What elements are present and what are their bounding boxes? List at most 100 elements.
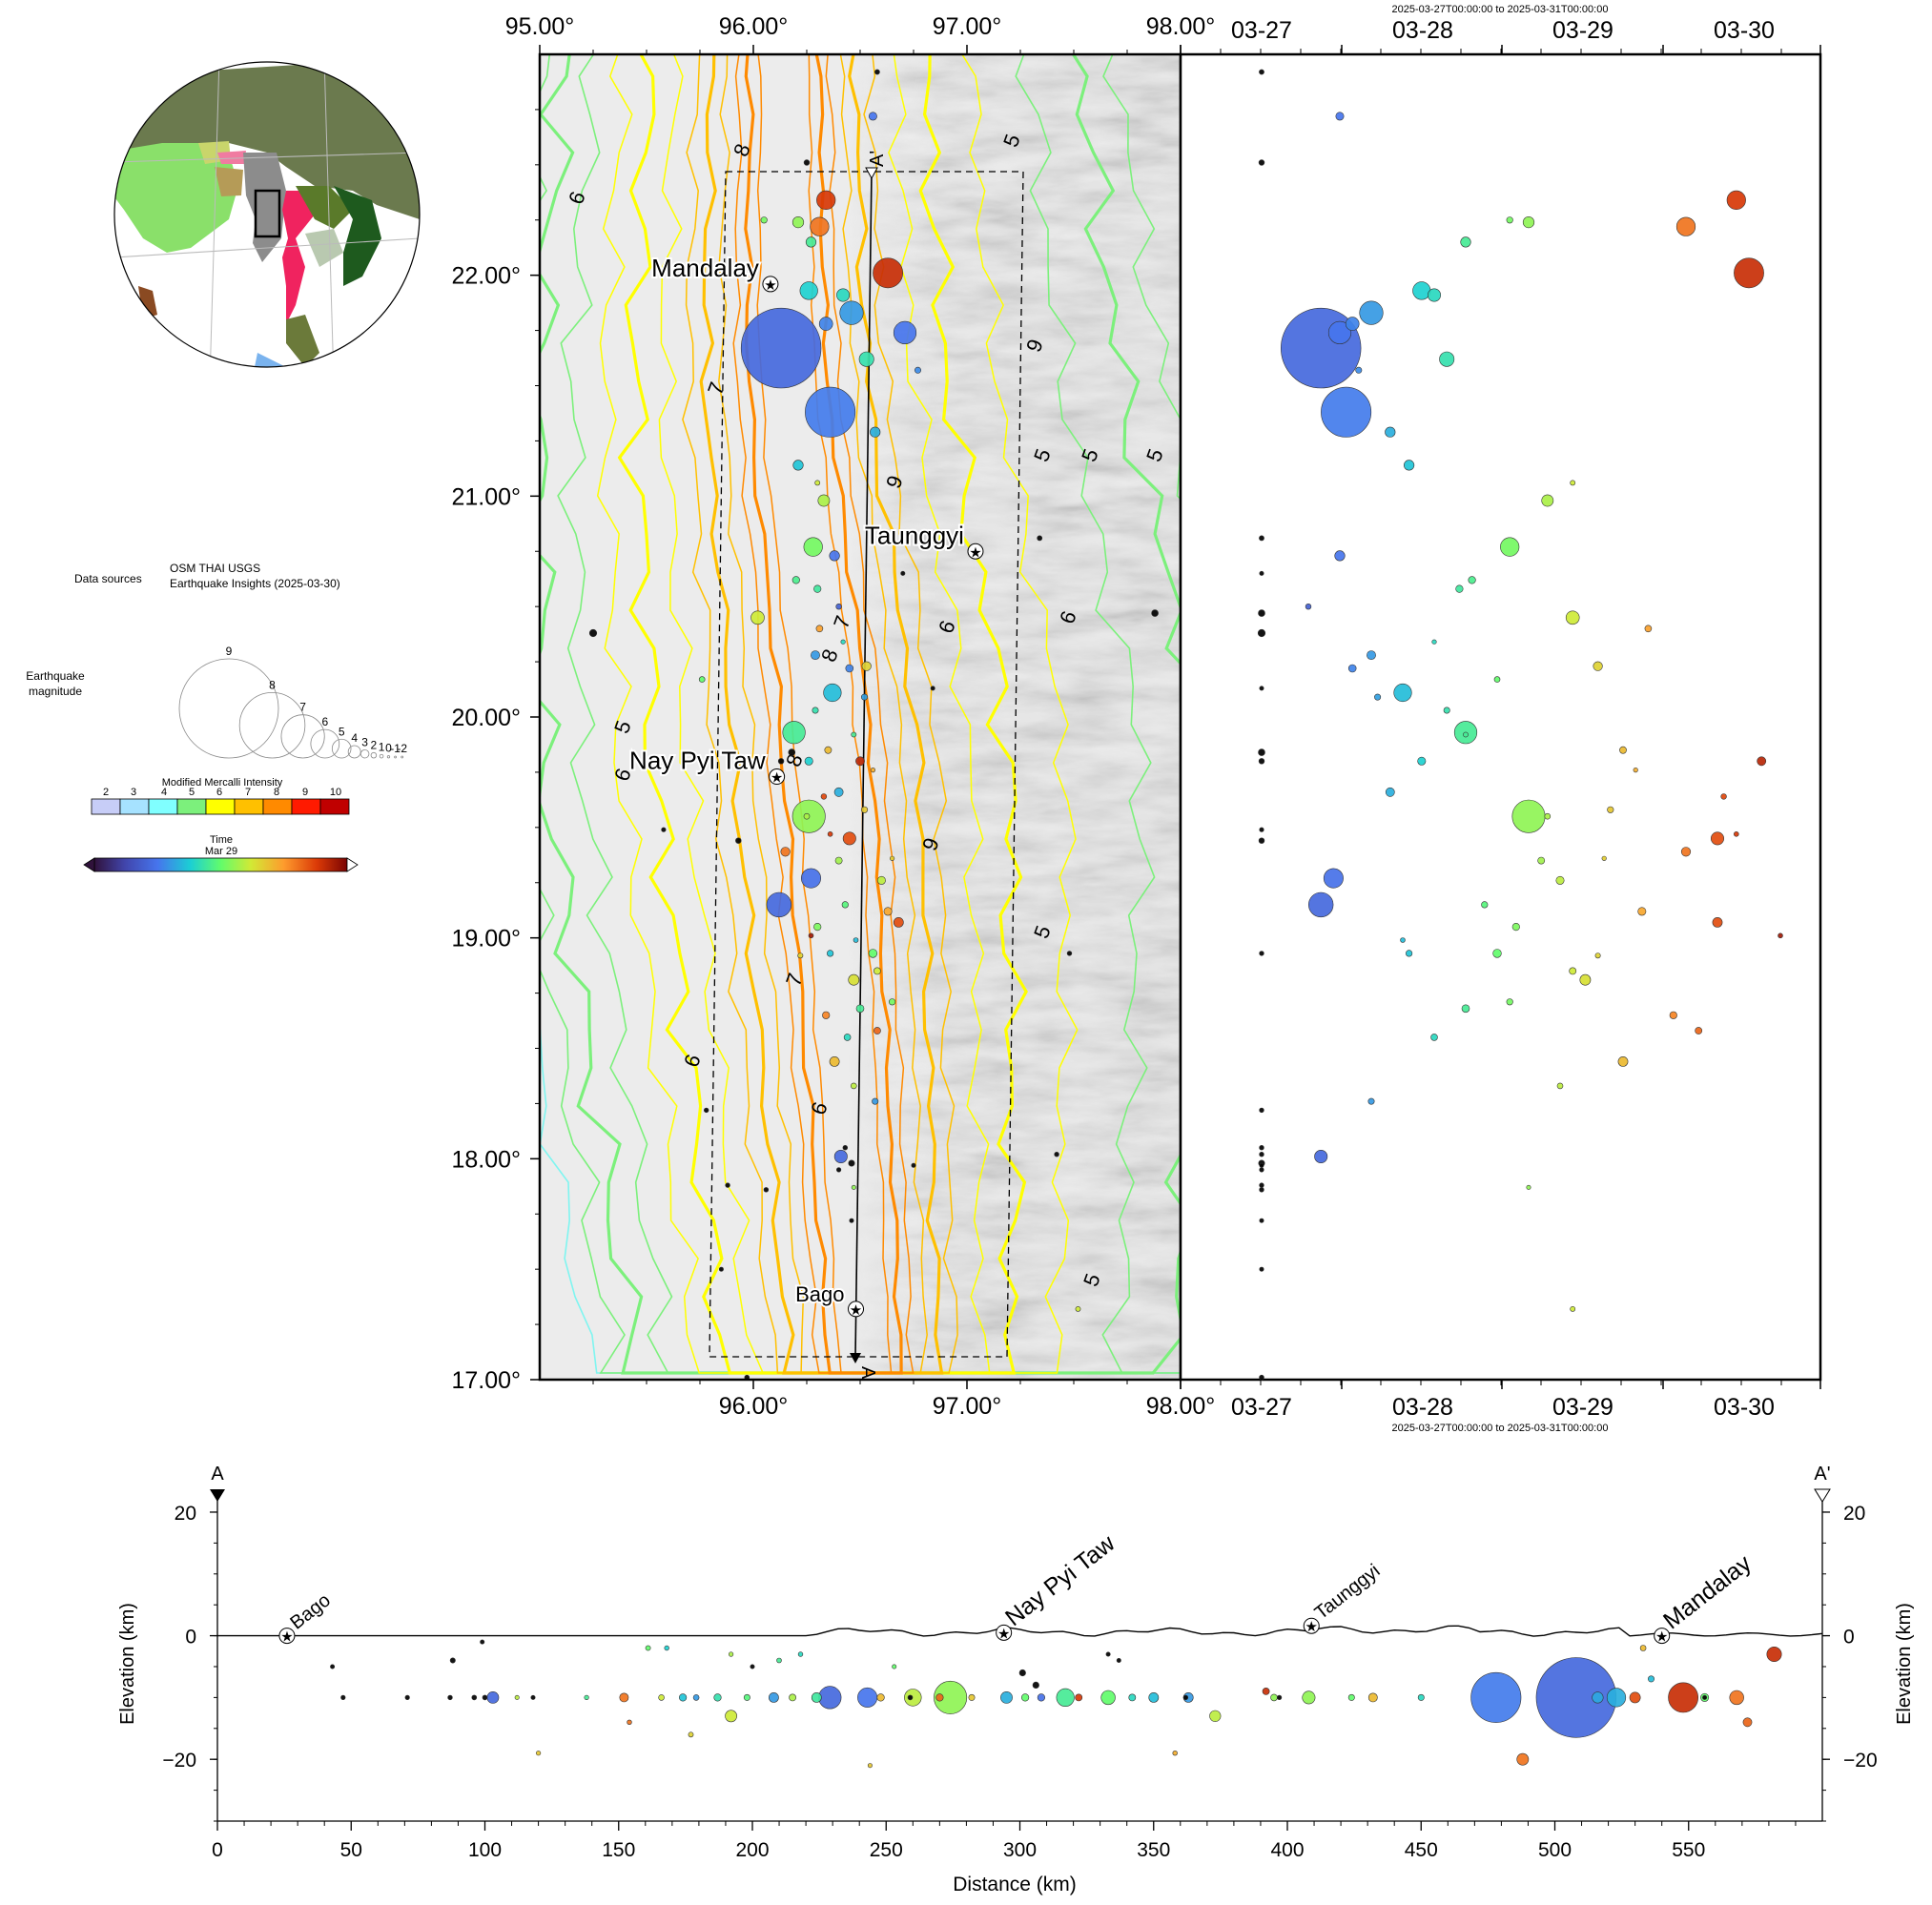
earthquake-marker xyxy=(1258,159,1265,166)
earthquake-marker xyxy=(911,1162,916,1168)
earthquake-marker xyxy=(826,950,834,957)
earthquake-marker xyxy=(743,1693,750,1701)
earthquake-marker xyxy=(340,1694,346,1700)
earthquake-marker xyxy=(855,756,865,767)
mmi-swatch xyxy=(119,798,150,815)
earthquake-marker xyxy=(876,1693,885,1702)
earthquake-marker xyxy=(849,1218,854,1223)
earthquake-marker xyxy=(1463,731,1469,738)
earthquake-marker xyxy=(447,1694,453,1701)
lon-tick-label: 98.00° xyxy=(1146,13,1216,40)
time-panel[interactable]: 03-27 03-27 03-28 03-28 03-29 03-29 03-30 03-30… xyxy=(1179,4,1822,1434)
time-range-bottom: 2025-03-27T00:00:00 to 2025-03-31T00:00:… xyxy=(1392,1423,1609,1434)
magnitude-legend-circle xyxy=(238,691,306,759)
earthquake-marker xyxy=(588,628,598,638)
lon-tick-label: 96.00° xyxy=(719,1393,789,1420)
earthquake-marker xyxy=(1075,1693,1083,1702)
earthquake-marker xyxy=(888,998,896,1006)
earthquake-marker xyxy=(848,1159,855,1167)
data-sources-value: OSM THAI USGS xyxy=(170,562,260,575)
earthquake-marker xyxy=(1172,1750,1178,1756)
mmi-contour xyxy=(557,54,1156,1374)
earthquake-marker xyxy=(1443,707,1450,714)
earthquake-marker xyxy=(1431,639,1437,645)
earthquake-marker xyxy=(800,868,821,889)
earthquake-marker xyxy=(1000,1691,1013,1704)
earthquake-marker xyxy=(1259,1151,1264,1157)
magnitude-legend-circle xyxy=(310,728,340,759)
date-tick-label: 03-28 xyxy=(1392,17,1453,44)
earthquake-marker xyxy=(843,1034,852,1041)
earthquake-marker xyxy=(805,386,856,438)
earthquake-marker xyxy=(797,952,804,959)
earthquake-marker xyxy=(1460,236,1471,248)
lat-tick-label: 20.00° xyxy=(451,705,521,731)
earthquake-marker xyxy=(776,1657,782,1664)
mmi-contour xyxy=(699,54,944,1375)
earthquake-marker xyxy=(893,917,904,928)
mmi-tick-label: 5 xyxy=(189,787,195,798)
profile-panel[interactable]: ★Bago★Nay Pyi Taw ★Taunggyi★Mandalay 20 20… xyxy=(117,1464,1915,1895)
earthquake-marker xyxy=(1259,1374,1264,1381)
earthquake-marker xyxy=(1276,1694,1283,1700)
earthquake-marker xyxy=(1259,570,1264,576)
mmi-contour xyxy=(617,54,1028,1375)
y-tick-label: 0 xyxy=(185,1627,196,1649)
earthquake-marker xyxy=(892,1664,897,1669)
earthquake-marker xyxy=(627,1719,632,1726)
city-label: Nay Pyi Taw xyxy=(629,747,766,775)
earthquake-marker xyxy=(1259,951,1264,956)
vietnam-region xyxy=(334,186,381,286)
earthquake-marker xyxy=(718,1266,724,1272)
earthquake-marker xyxy=(1258,609,1265,617)
date-tick-label: 03-27 xyxy=(1231,17,1292,44)
earthquake-marker xyxy=(1592,1691,1604,1704)
earthquake-marker xyxy=(514,1694,520,1700)
profile-label-start: A xyxy=(857,1366,878,1380)
globe-outline xyxy=(113,61,421,368)
magnitude-legend-circle xyxy=(360,749,370,759)
earthquake-marker xyxy=(698,676,706,683)
earthquake-marker xyxy=(1032,1681,1039,1689)
earthquake-marker xyxy=(900,570,906,576)
earthquake-marker xyxy=(1403,460,1415,471)
earthquake-marker xyxy=(1347,1693,1355,1701)
mmi-swatch xyxy=(176,798,207,815)
earthquake-marker xyxy=(1766,1647,1782,1663)
legend: Data sources OSM THAI USGS Earthquake In… xyxy=(26,562,407,872)
profile-label-end: A' xyxy=(867,151,888,167)
magnitude-legend-circle xyxy=(401,755,404,759)
earthquake-marker xyxy=(1506,998,1513,1006)
sumatra-region xyxy=(253,353,286,367)
bhutan-region xyxy=(217,151,246,164)
city-star-icon: ★ xyxy=(771,770,783,787)
earthquake-marker xyxy=(1522,216,1535,229)
earthquake-marker xyxy=(1400,937,1406,943)
time-colorbar xyxy=(83,857,359,872)
earthquake-marker xyxy=(1020,1693,1030,1702)
magnitude-legend-circle xyxy=(347,745,361,759)
earthquake-marker xyxy=(725,1710,737,1723)
earthquake-marker xyxy=(907,1694,914,1701)
earthquake-marker xyxy=(808,932,814,939)
study-area-box xyxy=(254,189,281,238)
magnitude-legend-label: 0 xyxy=(385,742,392,755)
earthquake-marker xyxy=(805,236,817,248)
earthquake-marker xyxy=(1405,950,1413,957)
earthquake-marker xyxy=(1439,351,1455,367)
earthquake-marker xyxy=(1639,1645,1647,1651)
city-marker xyxy=(996,1624,1013,1641)
earthquake-marker xyxy=(861,661,872,671)
earthquake-marker xyxy=(1259,1218,1264,1223)
lon-tick-label: 98.00° xyxy=(1146,1393,1216,1420)
earthquake-marker xyxy=(818,1686,842,1710)
earthquake-marker xyxy=(1385,787,1395,797)
mmi-contour xyxy=(744,54,903,1375)
earthquake-marker xyxy=(1334,550,1346,562)
earthquake-marker xyxy=(822,1011,831,1019)
earthquake-marker xyxy=(1619,746,1627,754)
date-tick-label: 03-29 xyxy=(1552,17,1613,44)
earthquake-marker xyxy=(1321,386,1372,438)
city-marker xyxy=(848,1301,865,1318)
